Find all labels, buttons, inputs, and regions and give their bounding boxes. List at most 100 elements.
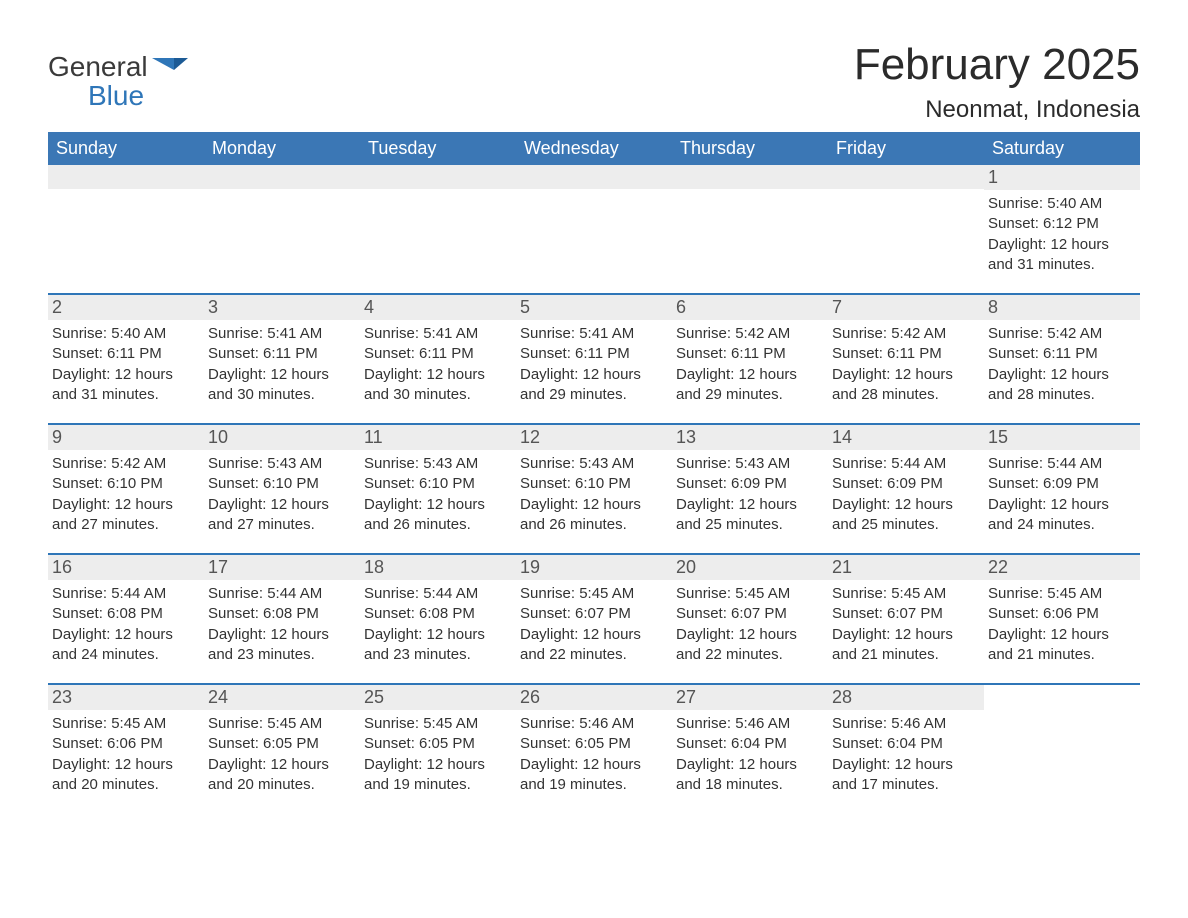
calendar-day-cell: 3Sunrise: 5:41 AMSunset: 6:11 PMDaylight…	[204, 295, 360, 423]
day-detail: Sunrise: 5:40 AMSunset: 6:11 PMDaylight:…	[52, 320, 200, 405]
day-number: 17	[204, 555, 360, 580]
calendar-day-cell: 17Sunrise: 5:44 AMSunset: 6:08 PMDayligh…	[204, 555, 360, 683]
day-number: 27	[672, 685, 828, 710]
day-number: 3	[204, 295, 360, 320]
weekday-header: Friday	[828, 132, 984, 165]
weekday-header: Tuesday	[360, 132, 516, 165]
day-detail: Sunrise: 5:45 AMSunset: 6:05 PMDaylight:…	[364, 710, 512, 795]
day-detail: Sunrise: 5:43 AMSunset: 6:10 PMDaylight:…	[520, 450, 668, 535]
calendar-day-cell: 2Sunrise: 5:40 AMSunset: 6:11 PMDaylight…	[48, 295, 204, 423]
day-detail: Sunrise: 5:45 AMSunset: 6:05 PMDaylight:…	[208, 710, 356, 795]
day-detail: Sunrise: 5:41 AMSunset: 6:11 PMDaylight:…	[364, 320, 512, 405]
brand-general: General	[48, 51, 148, 82]
empty-day-header	[828, 165, 984, 189]
day-number: 26	[516, 685, 672, 710]
empty-day-header	[48, 165, 204, 189]
day-number: 13	[672, 425, 828, 450]
empty-day-header	[516, 165, 672, 189]
calendar-week: 2Sunrise: 5:40 AMSunset: 6:11 PMDaylight…	[48, 293, 1140, 423]
calendar-day-cell: 21Sunrise: 5:45 AMSunset: 6:07 PMDayligh…	[828, 555, 984, 683]
day-number: 2	[48, 295, 204, 320]
day-detail: Sunrise: 5:43 AMSunset: 6:10 PMDaylight:…	[208, 450, 356, 535]
month-title: February 2025	[854, 40, 1140, 90]
day-detail: Sunrise: 5:45 AMSunset: 6:06 PMDaylight:…	[52, 710, 200, 795]
day-number: 20	[672, 555, 828, 580]
calendar-day-cell: 20Sunrise: 5:45 AMSunset: 6:07 PMDayligh…	[672, 555, 828, 683]
calendar-day-cell: 22Sunrise: 5:45 AMSunset: 6:06 PMDayligh…	[984, 555, 1140, 683]
calendar-day-cell: 6Sunrise: 5:42 AMSunset: 6:11 PMDaylight…	[672, 295, 828, 423]
calendar-day-cell	[672, 165, 828, 293]
location-label: Neonmat, Indonesia	[854, 96, 1140, 124]
day-detail: Sunrise: 5:42 AMSunset: 6:11 PMDaylight:…	[832, 320, 980, 405]
calendar-day-cell: 11Sunrise: 5:43 AMSunset: 6:10 PMDayligh…	[360, 425, 516, 553]
calendar-day-cell	[48, 165, 204, 293]
weekday-header: Monday	[204, 132, 360, 165]
calendar-weeks: 1Sunrise: 5:40 AMSunset: 6:12 PMDaylight…	[48, 165, 1140, 813]
calendar-day-cell: 7Sunrise: 5:42 AMSunset: 6:11 PMDaylight…	[828, 295, 984, 423]
calendar-day-cell: 25Sunrise: 5:45 AMSunset: 6:05 PMDayligh…	[360, 685, 516, 813]
calendar-day-cell: 24Sunrise: 5:45 AMSunset: 6:05 PMDayligh…	[204, 685, 360, 813]
day-number: 6	[672, 295, 828, 320]
day-number: 23	[48, 685, 204, 710]
calendar-day-cell: 13Sunrise: 5:43 AMSunset: 6:09 PMDayligh…	[672, 425, 828, 553]
day-detail: Sunrise: 5:44 AMSunset: 6:09 PMDaylight:…	[832, 450, 980, 535]
calendar-day-cell: 14Sunrise: 5:44 AMSunset: 6:09 PMDayligh…	[828, 425, 984, 553]
day-detail: Sunrise: 5:40 AMSunset: 6:12 PMDaylight:…	[988, 190, 1136, 275]
calendar-day-cell	[204, 165, 360, 293]
day-number: 25	[360, 685, 516, 710]
day-number: 4	[360, 295, 516, 320]
calendar-day-cell	[516, 165, 672, 293]
day-detail: Sunrise: 5:45 AMSunset: 6:06 PMDaylight:…	[988, 580, 1136, 665]
weekday-header: Wednesday	[516, 132, 672, 165]
day-number: 8	[984, 295, 1140, 320]
calendar-week: 9Sunrise: 5:42 AMSunset: 6:10 PMDaylight…	[48, 423, 1140, 553]
calendar-day-cell: 26Sunrise: 5:46 AMSunset: 6:05 PMDayligh…	[516, 685, 672, 813]
weekday-header-row: SundayMondayTuesdayWednesdayThursdayFrid…	[48, 132, 1140, 165]
day-detail: Sunrise: 5:41 AMSunset: 6:11 PMDaylight:…	[208, 320, 356, 405]
day-detail: Sunrise: 5:41 AMSunset: 6:11 PMDaylight:…	[520, 320, 668, 405]
weekday-header: Thursday	[672, 132, 828, 165]
day-detail: Sunrise: 5:45 AMSunset: 6:07 PMDaylight:…	[832, 580, 980, 665]
calendar-day-cell: 9Sunrise: 5:42 AMSunset: 6:10 PMDaylight…	[48, 425, 204, 553]
title-block: February 2025 Neonmat, Indonesia	[854, 40, 1140, 124]
calendar-day-cell: 1Sunrise: 5:40 AMSunset: 6:12 PMDaylight…	[984, 165, 1140, 293]
day-number: 10	[204, 425, 360, 450]
day-number: 22	[984, 555, 1140, 580]
calendar-day-cell: 10Sunrise: 5:43 AMSunset: 6:10 PMDayligh…	[204, 425, 360, 553]
day-number: 19	[516, 555, 672, 580]
day-number: 16	[48, 555, 204, 580]
day-detail: Sunrise: 5:45 AMSunset: 6:07 PMDaylight:…	[520, 580, 668, 665]
calendar-day-cell: 23Sunrise: 5:45 AMSunset: 6:06 PMDayligh…	[48, 685, 204, 813]
empty-day-header	[360, 165, 516, 189]
calendar-day-cell	[828, 165, 984, 293]
day-detail: Sunrise: 5:46 AMSunset: 6:04 PMDaylight:…	[676, 710, 824, 795]
day-number: 9	[48, 425, 204, 450]
day-number: 15	[984, 425, 1140, 450]
day-number: 12	[516, 425, 672, 450]
calendar-day-cell: 19Sunrise: 5:45 AMSunset: 6:07 PMDayligh…	[516, 555, 672, 683]
day-number: 14	[828, 425, 984, 450]
calendar-day-cell: 15Sunrise: 5:44 AMSunset: 6:09 PMDayligh…	[984, 425, 1140, 553]
calendar-day-cell: 16Sunrise: 5:44 AMSunset: 6:08 PMDayligh…	[48, 555, 204, 683]
calendar-day-cell: 12Sunrise: 5:43 AMSunset: 6:10 PMDayligh…	[516, 425, 672, 553]
brand-text: General Blue	[48, 52, 188, 111]
weekday-header: Sunday	[48, 132, 204, 165]
day-number: 5	[516, 295, 672, 320]
calendar-day-cell: 28Sunrise: 5:46 AMSunset: 6:04 PMDayligh…	[828, 685, 984, 813]
day-number: 1	[984, 165, 1140, 190]
calendar-week: 16Sunrise: 5:44 AMSunset: 6:08 PMDayligh…	[48, 553, 1140, 683]
calendar-day-cell: 5Sunrise: 5:41 AMSunset: 6:11 PMDaylight…	[516, 295, 672, 423]
day-detail: Sunrise: 5:45 AMSunset: 6:07 PMDaylight:…	[676, 580, 824, 665]
calendar-day-cell	[360, 165, 516, 293]
empty-day-header	[204, 165, 360, 189]
flag-icon	[152, 67, 188, 84]
calendar-day-cell: 4Sunrise: 5:41 AMSunset: 6:11 PMDaylight…	[360, 295, 516, 423]
calendar-day-cell: 27Sunrise: 5:46 AMSunset: 6:04 PMDayligh…	[672, 685, 828, 813]
calendar-week: 1Sunrise: 5:40 AMSunset: 6:12 PMDaylight…	[48, 165, 1140, 293]
calendar-day-cell: 8Sunrise: 5:42 AMSunset: 6:11 PMDaylight…	[984, 295, 1140, 423]
day-detail: Sunrise: 5:46 AMSunset: 6:05 PMDaylight:…	[520, 710, 668, 795]
day-detail: Sunrise: 5:42 AMSunset: 6:10 PMDaylight:…	[52, 450, 200, 535]
day-detail: Sunrise: 5:43 AMSunset: 6:09 PMDaylight:…	[676, 450, 824, 535]
day-detail: Sunrise: 5:42 AMSunset: 6:11 PMDaylight:…	[676, 320, 824, 405]
calendar: SundayMondayTuesdayWednesdayThursdayFrid…	[48, 132, 1140, 813]
